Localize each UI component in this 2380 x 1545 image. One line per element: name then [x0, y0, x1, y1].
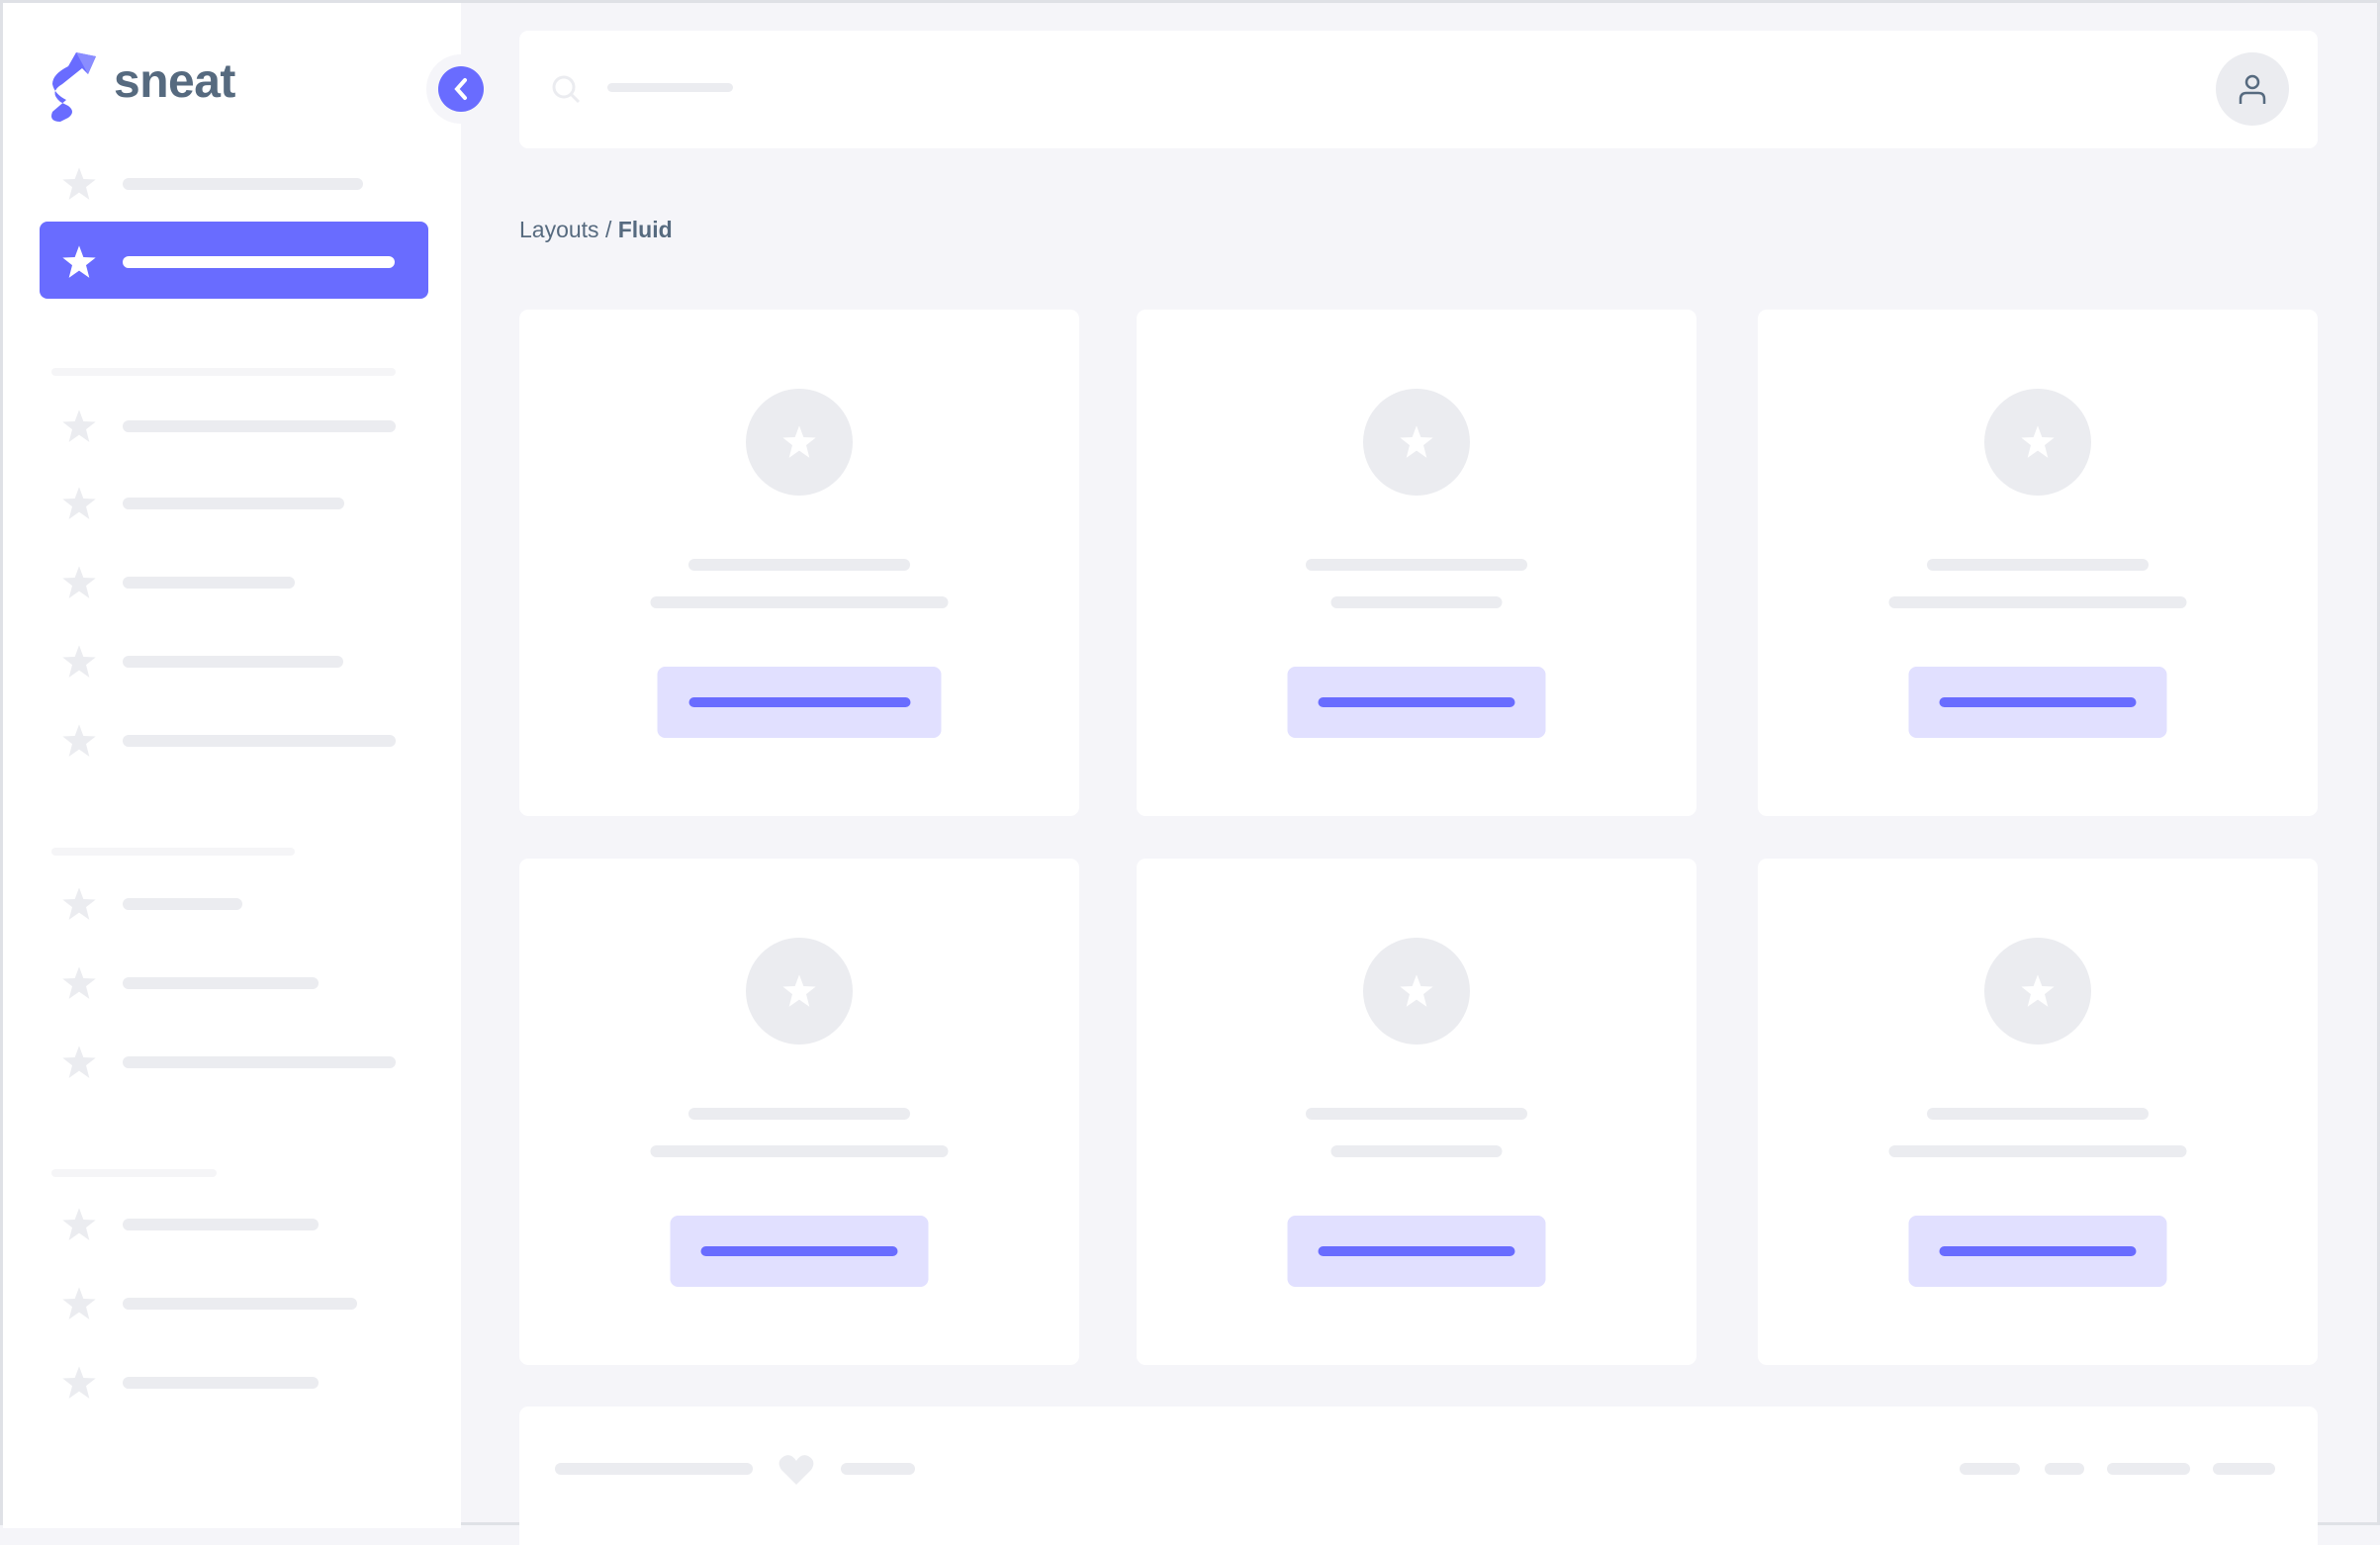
star-icon: [59, 963, 99, 1003]
chevron-left-icon[interactable]: [438, 66, 484, 112]
card-title: [688, 1108, 910, 1120]
card-text: [1330, 1145, 1503, 1157]
breadcrumb-parent[interactable]: Layouts: [519, 217, 599, 242]
card-button[interactable]: [1908, 1216, 2167, 1287]
card-title: [1306, 559, 1527, 571]
footer: [519, 1407, 2318, 1545]
heart-icon: [778, 1453, 815, 1492]
card: [1758, 859, 2318, 1365]
logo-icon[interactable]: [46, 48, 102, 122]
card: [1137, 310, 1696, 816]
footer-link[interactable]: [2045, 1463, 2084, 1475]
sidebar-item[interactable]: [123, 1377, 319, 1389]
star-icon: [59, 884, 99, 924]
card-text: [1888, 596, 2187, 608]
sidebar-item[interactable]: [123, 898, 242, 910]
card-button[interactable]: [1287, 1216, 1546, 1287]
sidebar-item[interactable]: [123, 178, 363, 190]
star-icon: [59, 164, 99, 204]
star-icon: [59, 1363, 99, 1403]
navbar: [519, 31, 2318, 148]
star-icon: [59, 484, 99, 523]
sidebar-item[interactable]: [123, 420, 396, 432]
user-icon[interactable]: [2216, 52, 2289, 126]
footer-text: [555, 1463, 753, 1475]
sidebar-item[interactable]: [123, 656, 343, 668]
footer-link[interactable]: [841, 1463, 915, 1475]
footer-link[interactable]: [2107, 1463, 2190, 1475]
breadcrumb: Layouts / Fluid: [519, 217, 673, 243]
star-icon: [746, 938, 853, 1045]
sidebar-item[interactable]: [123, 1219, 319, 1230]
sidebar-item[interactable]: [123, 498, 344, 509]
breadcrumb-separator: /: [598, 217, 618, 242]
card: [1758, 310, 2318, 816]
footer-link[interactable]: [1960, 1463, 2020, 1475]
star-icon: [59, 407, 99, 446]
card-button[interactable]: [657, 667, 942, 738]
card-button[interactable]: [670, 1216, 929, 1287]
star-icon: [1363, 938, 1470, 1045]
star-icon: [59, 1284, 99, 1323]
card-title: [1306, 1108, 1527, 1120]
brand-name: sneat: [114, 55, 235, 108]
sidebar-item[interactable]: [123, 735, 396, 747]
breadcrumb-current: Fluid: [617, 217, 673, 242]
star-icon: [1984, 389, 2091, 496]
card-button[interactable]: [1908, 667, 2167, 738]
sidebar: sneat: [3, 3, 461, 1528]
card: [519, 859, 1079, 1365]
star-icon: [1363, 389, 1470, 496]
search-input[interactable]: [607, 83, 733, 92]
star-icon: [59, 1205, 99, 1244]
sidebar-item[interactable]: [123, 977, 319, 989]
card-text: [650, 1145, 949, 1157]
sidebar-item[interactable]: [123, 1056, 396, 1068]
search-icon[interactable]: [551, 74, 583, 111]
menu-section-header: [51, 1169, 217, 1177]
star-icon: [1984, 938, 2091, 1045]
star-icon: [59, 721, 99, 761]
star-icon: [746, 389, 853, 496]
menu-section-header: [51, 368, 396, 376]
card-text: [650, 596, 949, 608]
card-title: [688, 559, 910, 571]
card-text: [1330, 596, 1503, 608]
sidebar-item[interactable]: [123, 256, 395, 268]
star-icon: [59, 642, 99, 682]
card-title: [1927, 1108, 2149, 1120]
star-icon: [59, 1043, 99, 1082]
menu-section-header: [51, 848, 295, 856]
footer-link[interactable]: [2213, 1463, 2275, 1475]
card: [1137, 859, 1696, 1365]
sidebar-item[interactable]: [123, 577, 295, 589]
card-button[interactable]: [1287, 667, 1546, 738]
card: [519, 310, 1079, 816]
sidebar-item[interactable]: [123, 1298, 357, 1310]
star-icon: [59, 563, 99, 602]
star-icon: [59, 242, 99, 282]
card-title: [1927, 559, 2149, 571]
card-text: [1888, 1145, 2187, 1157]
